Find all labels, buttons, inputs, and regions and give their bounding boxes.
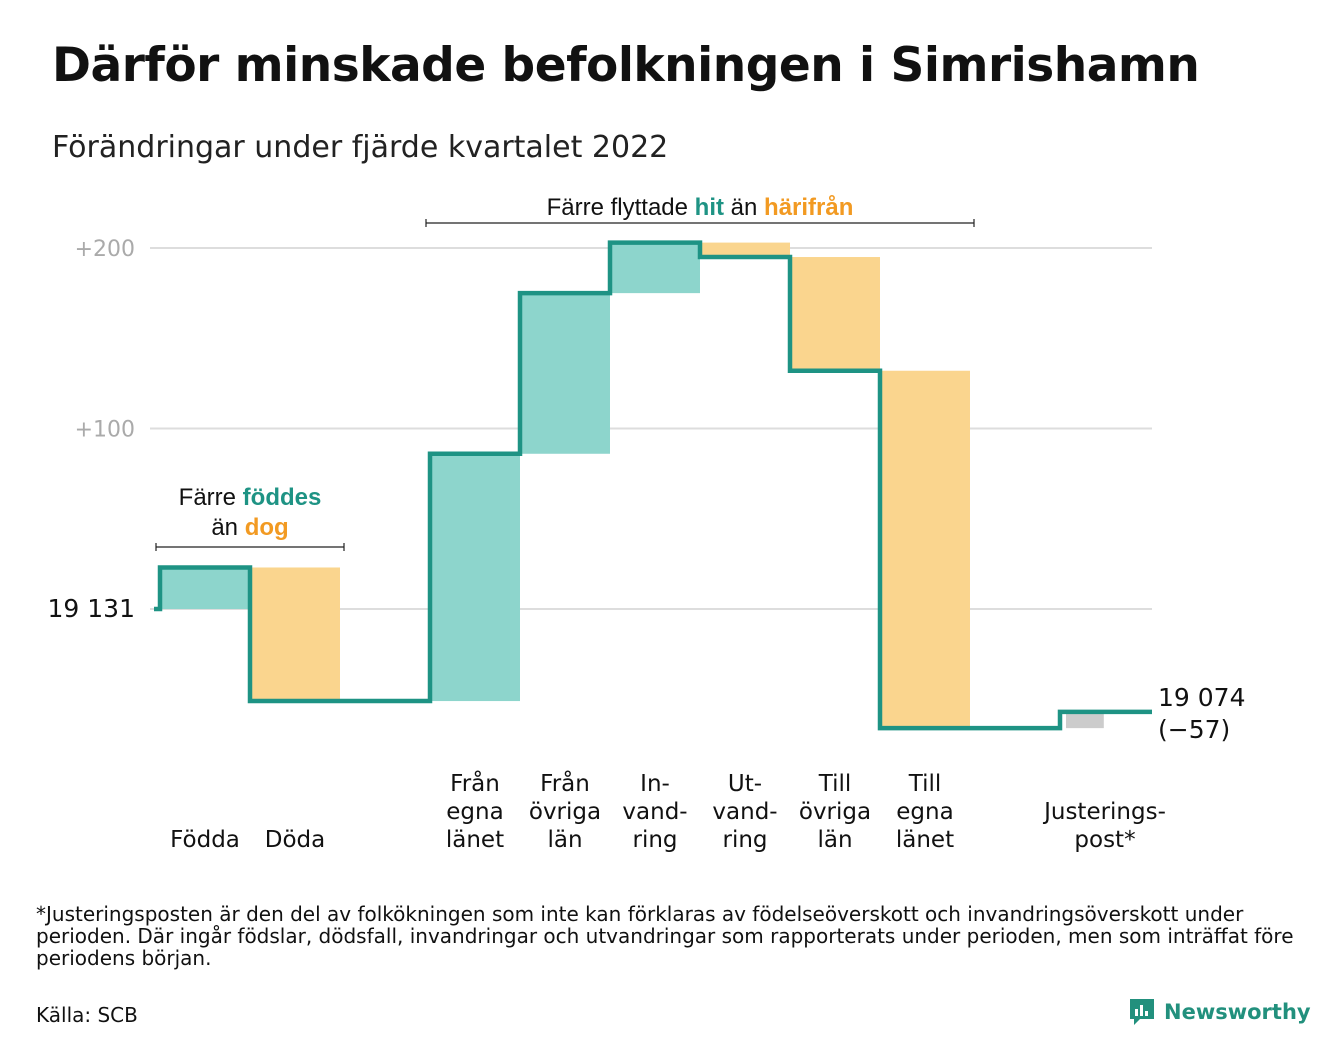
footnote: *Justeringsposten är den del av folkökni… <box>36 902 1294 970</box>
category-label: län <box>817 827 852 853</box>
annotation-segment: härifrån <box>764 194 853 221</box>
bar-fodda <box>160 567 250 609</box>
category-label: ring <box>632 827 677 853</box>
annotation-segment: Färre <box>179 484 243 511</box>
annotation-segment: än <box>211 514 244 541</box>
category-label: Till <box>908 771 942 797</box>
newsworthy-logo-icon <box>1130 999 1154 1025</box>
bar-utvandring <box>700 242 790 258</box>
bar-justeringspost <box>1066 711 1104 729</box>
category-label: post* <box>1074 827 1135 853</box>
category-label: Döda <box>265 827 325 853</box>
bar-till-ovriga-lan <box>790 257 880 371</box>
bar-doda <box>250 567 340 702</box>
annotation-births-deaths-text: än dog <box>211 514 288 541</box>
category-label: vand- <box>622 799 687 825</box>
brand-name: Newsworthy <box>1164 1000 1311 1024</box>
chart-title: Därför minskade befolkningen i Simrisham… <box>52 38 1200 93</box>
end-value-label: 19 074 <box>1158 683 1245 712</box>
bar-till-egna-lanet <box>880 370 970 729</box>
category-label: Från <box>540 769 590 797</box>
category-label: Från <box>450 769 500 797</box>
category-label: In- <box>640 771 670 797</box>
category-label: länet <box>896 827 954 853</box>
category-label: Justerings- <box>1042 799 1166 825</box>
chart-subtitle: Förändringar under fjärde kvartalet 2022 <box>52 130 669 165</box>
category-label: Födda <box>170 827 240 853</box>
category-label: län <box>547 827 582 853</box>
bar-fran-ovriga-lan <box>520 293 610 454</box>
annotation-segment: föddes <box>243 484 322 511</box>
brand-logo: Newsworthy <box>1128 997 1311 1027</box>
category-label: Till <box>818 771 852 797</box>
category-label: övriga <box>529 799 601 825</box>
y-tick-label: +200 <box>75 237 135 262</box>
annotation-segment: hit <box>695 194 724 221</box>
bar-fran-egna-lanet <box>430 453 520 702</box>
category-label: övriga <box>799 799 871 825</box>
annotation-segment: Färre flyttade <box>547 194 695 221</box>
annotation-births-deaths-text: Färre föddes <box>179 484 322 511</box>
bar-invandring <box>610 242 700 294</box>
category-label: Ut- <box>728 771 762 797</box>
source-note: Källa: SCB <box>36 1003 138 1027</box>
category-label: länet <box>446 827 504 853</box>
category-label: egna <box>896 799 953 825</box>
category-label: ring <box>722 827 767 853</box>
annotation-segment: dog <box>245 514 289 541</box>
cumulative-step-line <box>154 240 1152 731</box>
category-label: vand- <box>712 799 777 825</box>
y-tick-label: +100 <box>75 418 135 443</box>
annotation-migration-text: Färre flyttade hit än härifrån <box>547 194 854 221</box>
category-label: egna <box>446 799 503 825</box>
end-change-label: (−57) <box>1158 715 1230 744</box>
annotation-segment: än <box>724 194 764 221</box>
baseline-value-label: 19 131 <box>48 594 135 623</box>
